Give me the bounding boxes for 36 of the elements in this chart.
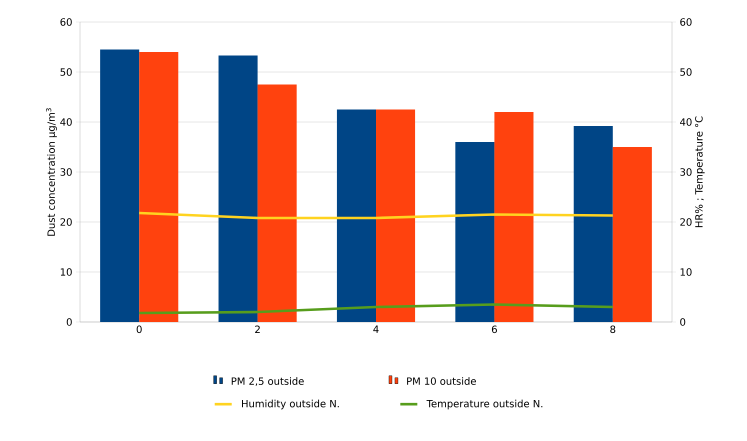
bar [258, 84, 297, 322]
x-tick-label: 8 [610, 326, 616, 334]
y2-tick-label: 0 [680, 318, 686, 326]
y-axis-title: Dust concentration µg/m$^{3}$ [46, 108, 57, 236]
y-tick-label: 60 [60, 18, 72, 26]
y-tick-label: 20 [60, 218, 72, 226]
legend-label: PM 2,5 outside [232, 377, 304, 386]
bar [612, 147, 652, 322]
bar [100, 50, 140, 322]
y2-tick-label: 10 [680, 268, 692, 276]
bar [139, 52, 178, 322]
legend-label: Temperature outside N. [426, 400, 542, 410]
bar [455, 142, 494, 322]
bar [336, 110, 376, 322]
bar [574, 126, 613, 322]
y2-axis-title: HR% ; Temperature °C [695, 116, 705, 228]
y2-tick-label: 30 [680, 168, 692, 176]
y-tick-label: 0 [66, 318, 72, 326]
bar [376, 110, 416, 322]
y-tick-label: 50 [60, 68, 72, 76]
legend-label: Humidity outside N. [242, 400, 339, 410]
x-tick-label: 0 [136, 326, 142, 334]
line-series [138, 303, 614, 314]
y-tick-label: 30 [60, 168, 72, 176]
y2-tick-label: 40 [680, 118, 692, 126]
y2-tick-label: 60 [680, 18, 692, 26]
legend-label: PM 10 outside [407, 377, 476, 385]
y-tick-label: 10 [60, 268, 72, 276]
x-tick-label: 2 [255, 326, 260, 333]
y2-tick-label: 50 [680, 68, 692, 76]
x-tick-label: 6 [492, 326, 497, 334]
bar [218, 56, 258, 322]
y2-tick-label: 20 [680, 218, 692, 226]
x-tick-label: 4 [373, 326, 379, 333]
y-tick-label: 40 [60, 118, 72, 126]
bar [494, 112, 534, 322]
